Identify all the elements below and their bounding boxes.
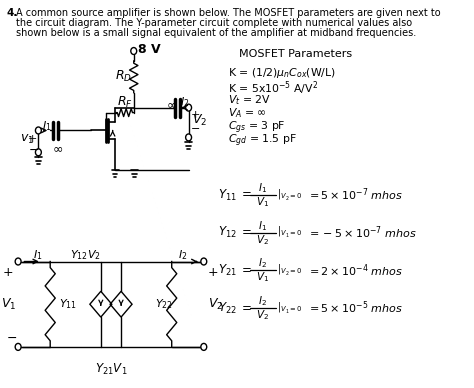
- Text: $Y_{22}$: $Y_{22}$: [218, 301, 237, 316]
- Text: $I_2$: $I_2$: [179, 249, 188, 262]
- Text: $Y_{11}$: $Y_{11}$: [59, 297, 77, 311]
- Text: $= 2\times10^{-4}$ $mhos$: $= 2\times10^{-4}$ $mhos$: [307, 262, 403, 279]
- Circle shape: [15, 343, 21, 350]
- Text: $\infty$: $\infty$: [166, 98, 177, 111]
- Text: +: +: [208, 267, 219, 279]
- Circle shape: [131, 48, 137, 54]
- Text: $C_{gs}$ = 3 pF: $C_{gs}$ = 3 pF: [228, 120, 286, 136]
- Text: $V_1$: $V_1$: [256, 270, 269, 284]
- Text: =: =: [242, 264, 252, 277]
- Text: K = 5x10$^{-5}$ A/V$^2$: K = 5x10$^{-5}$ A/V$^2$: [228, 79, 319, 97]
- Text: $I_1$: $I_1$: [33, 249, 43, 262]
- Circle shape: [15, 258, 21, 265]
- Circle shape: [201, 343, 207, 350]
- Text: $I_1$: $I_1$: [258, 181, 267, 195]
- Text: the circuit diagram. The Y-parameter circuit complete with numerical values also: the circuit diagram. The Y-parameter cir…: [17, 18, 412, 28]
- Circle shape: [36, 127, 41, 134]
- Text: $V_A$ = $\infty$: $V_A$ = $\infty$: [228, 106, 267, 120]
- Text: −: −: [191, 123, 201, 133]
- Text: $V_2$: $V_2$: [256, 233, 269, 246]
- Text: $I_2$: $I_2$: [180, 95, 190, 109]
- Text: $I_1$: $I_1$: [42, 120, 51, 133]
- Text: $V_2$: $V_2$: [208, 297, 223, 312]
- Text: $R_D$: $R_D$: [115, 69, 132, 85]
- Text: $Y_{11}$: $Y_{11}$: [218, 187, 237, 203]
- Text: $I_2$: $I_2$: [258, 294, 267, 308]
- Text: $Y_{21}V_1$: $Y_{21}V_1$: [95, 362, 127, 377]
- Text: $\infty$: $\infty$: [52, 142, 63, 155]
- Text: $V_t$ = 2V: $V_t$ = 2V: [228, 93, 271, 107]
- Text: A common source amplifier is shown below. The MOSFET parameters are given next t: A common source amplifier is shown below…: [17, 8, 441, 18]
- Text: $V_1$: $V_1$: [256, 195, 269, 209]
- Text: K = (1/2)$\mu_n C_{ox}$(W/L): K = (1/2)$\mu_n C_{ox}$(W/L): [228, 66, 336, 80]
- Circle shape: [201, 258, 207, 265]
- Text: $R_F$: $R_F$: [117, 95, 133, 110]
- Text: $Y_{21}$: $Y_{21}$: [218, 263, 237, 278]
- Text: +: +: [3, 267, 14, 279]
- Text: $C_{gd}$ = 1.5 pF: $C_{gd}$ = 1.5 pF: [228, 133, 297, 149]
- Text: $v_1$: $v_1$: [20, 132, 34, 146]
- Text: $= -5\times10^{-7}$ $mhos$: $= -5\times10^{-7}$ $mhos$: [307, 224, 417, 241]
- Text: $I_1$: $I_1$: [258, 219, 267, 233]
- Text: shown below is a small signal equivalent of the amplifier at midband frequencies: shown below is a small signal equivalent…: [17, 28, 417, 38]
- Text: $|_{V_2=0}$: $|_{V_2=0}$: [277, 187, 303, 203]
- Text: $|_{V_1=0}$: $|_{V_1=0}$: [277, 225, 303, 240]
- Text: +: +: [28, 134, 37, 144]
- Text: +: +: [191, 109, 201, 120]
- Text: 4.: 4.: [6, 8, 18, 18]
- Text: MOSFET Parameters: MOSFET Parameters: [239, 49, 352, 59]
- Text: =: =: [242, 302, 252, 315]
- Circle shape: [36, 149, 41, 156]
- Circle shape: [186, 134, 191, 141]
- Text: $V_2$: $V_2$: [192, 113, 207, 128]
- Text: $I_2$: $I_2$: [258, 256, 267, 270]
- Text: −: −: [6, 332, 17, 345]
- Text: =: =: [242, 226, 252, 239]
- Text: $Y_{12}V_2$: $Y_{12}V_2$: [70, 249, 101, 262]
- Text: $= 5\times10^{-7}$ $mhos$: $= 5\times10^{-7}$ $mhos$: [307, 187, 403, 203]
- Text: $V_2$: $V_2$: [256, 308, 269, 322]
- Circle shape: [186, 104, 191, 111]
- Text: −: −: [28, 144, 39, 158]
- Text: $Y_{22}$: $Y_{22}$: [155, 297, 173, 311]
- Text: $|_{V_1=0}$: $|_{V_1=0}$: [277, 301, 303, 316]
- Text: $V_1$: $V_1$: [1, 297, 17, 312]
- Text: $= 5\times10^{-5}$ $mhos$: $= 5\times10^{-5}$ $mhos$: [307, 300, 403, 317]
- Text: =: =: [242, 189, 252, 201]
- Text: $Y_{12}$: $Y_{12}$: [218, 225, 237, 240]
- Text: $|_{V_2=0}$: $|_{V_2=0}$: [277, 263, 303, 278]
- Text: 8 V: 8 V: [138, 43, 161, 56]
